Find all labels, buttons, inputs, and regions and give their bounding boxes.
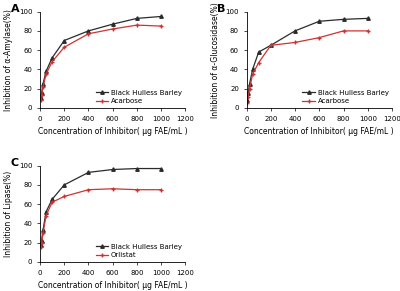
Black Hulless Barley: [86, 171, 91, 174]
Black Hulless Barley: [246, 92, 250, 95]
Y-axis label: Inhibition of Lipase(%): Inhibition of Lipase(%): [4, 171, 13, 257]
Black Hulless Barley: [44, 210, 48, 214]
Acarbose: [246, 95, 250, 99]
Acarbose: [365, 29, 370, 33]
Black Hulless Barley: [39, 239, 44, 242]
Acarbose: [341, 29, 346, 33]
Y-axis label: Inhibition of α-Glucosidase(%): Inhibition of α-Glucosidase(%): [211, 2, 220, 118]
Black Hulless Barley: [38, 97, 43, 100]
Line: Black Hulless Barley: Black Hulless Barley: [246, 17, 370, 102]
Black Hulless Barley: [159, 15, 164, 18]
Acarbose: [86, 32, 91, 36]
Black Hulless Barley: [38, 243, 43, 246]
Text: A: A: [11, 4, 20, 14]
Black Hulless Barley: [110, 168, 115, 171]
Black Hulless Barley: [50, 198, 54, 201]
Black Hulless Barley: [86, 29, 91, 33]
Acarbose: [110, 27, 115, 31]
Black Hulless Barley: [110, 22, 115, 26]
Acarbose: [38, 98, 43, 102]
Black Hulless Barley: [62, 183, 67, 187]
Line: Acarbose: Acarbose: [246, 29, 370, 105]
Black Hulless Barley: [365, 17, 370, 20]
Black Hulless Barley: [134, 167, 139, 170]
Line: Black Hulless Barley: Black Hulless Barley: [39, 167, 163, 246]
Black Hulless Barley: [50, 56, 54, 60]
Line: Acarbose: Acarbose: [39, 23, 163, 102]
X-axis label: Concentration of Inhibitor( μg FAE/mL ): Concentration of Inhibitor( μg FAE/mL ): [244, 127, 394, 136]
Black Hulless Barley: [245, 98, 250, 102]
Orlistat: [44, 214, 48, 217]
Orlistat: [39, 241, 44, 244]
Acarbose: [268, 44, 273, 47]
Black Hulless Barley: [317, 19, 322, 23]
Acarbose: [159, 24, 164, 28]
Acarbose: [44, 72, 48, 76]
Text: C: C: [11, 158, 19, 168]
Acarbose: [247, 87, 252, 91]
Line: Black Hulless Barley: Black Hulless Barley: [39, 15, 163, 100]
Black Hulless Barley: [268, 44, 273, 47]
Black Hulless Barley: [256, 50, 261, 54]
X-axis label: Concentration of Inhibitor( μg FAE/mL ): Concentration of Inhibitor( μg FAE/mL ): [38, 281, 188, 290]
Orlistat: [110, 187, 115, 191]
Line: Orlistat: Orlistat: [39, 187, 163, 249]
X-axis label: Concentration of Inhibitor( μg FAE/mL ): Concentration of Inhibitor( μg FAE/mL ): [38, 127, 188, 136]
Y-axis label: Inhibition of α-Amylase(%): Inhibition of α-Amylase(%): [4, 9, 13, 111]
Black Hulless Barley: [41, 82, 46, 86]
Black Hulless Barley: [341, 17, 346, 21]
Acarbose: [256, 61, 261, 64]
Acarbose: [41, 85, 46, 88]
Text: B: B: [218, 4, 226, 14]
Orlistat: [134, 188, 139, 191]
Orlistat: [38, 246, 43, 249]
Black Hulless Barley: [44, 70, 48, 73]
Acarbose: [50, 60, 54, 63]
Acarbose: [134, 23, 139, 27]
Acarbose: [245, 101, 250, 105]
Legend: Black Hulless Barley, Orlistat: Black Hulless Barley, Orlistat: [96, 244, 182, 258]
Orlistat: [41, 231, 46, 235]
Acarbose: [62, 45, 67, 49]
Black Hulless Barley: [41, 228, 46, 232]
Orlistat: [159, 188, 164, 191]
Black Hulless Barley: [159, 167, 164, 170]
Orlistat: [50, 200, 54, 204]
Black Hulless Barley: [247, 82, 252, 86]
Acarbose: [293, 41, 298, 44]
Black Hulless Barley: [293, 29, 298, 33]
Black Hulless Barley: [62, 39, 67, 42]
Black Hulless Barley: [134, 17, 139, 20]
Orlistat: [86, 188, 91, 191]
Orlistat: [62, 195, 67, 198]
Legend: Black Hulless Barley, Acarbose: Black Hulless Barley, Acarbose: [96, 90, 182, 104]
Acarbose: [317, 36, 322, 39]
Legend: Black Hulless Barley, Acarbose: Black Hulless Barley, Acarbose: [302, 90, 388, 104]
Acarbose: [250, 72, 255, 76]
Black Hulless Barley: [39, 92, 44, 95]
Black Hulless Barley: [250, 68, 255, 71]
Acarbose: [39, 94, 44, 97]
